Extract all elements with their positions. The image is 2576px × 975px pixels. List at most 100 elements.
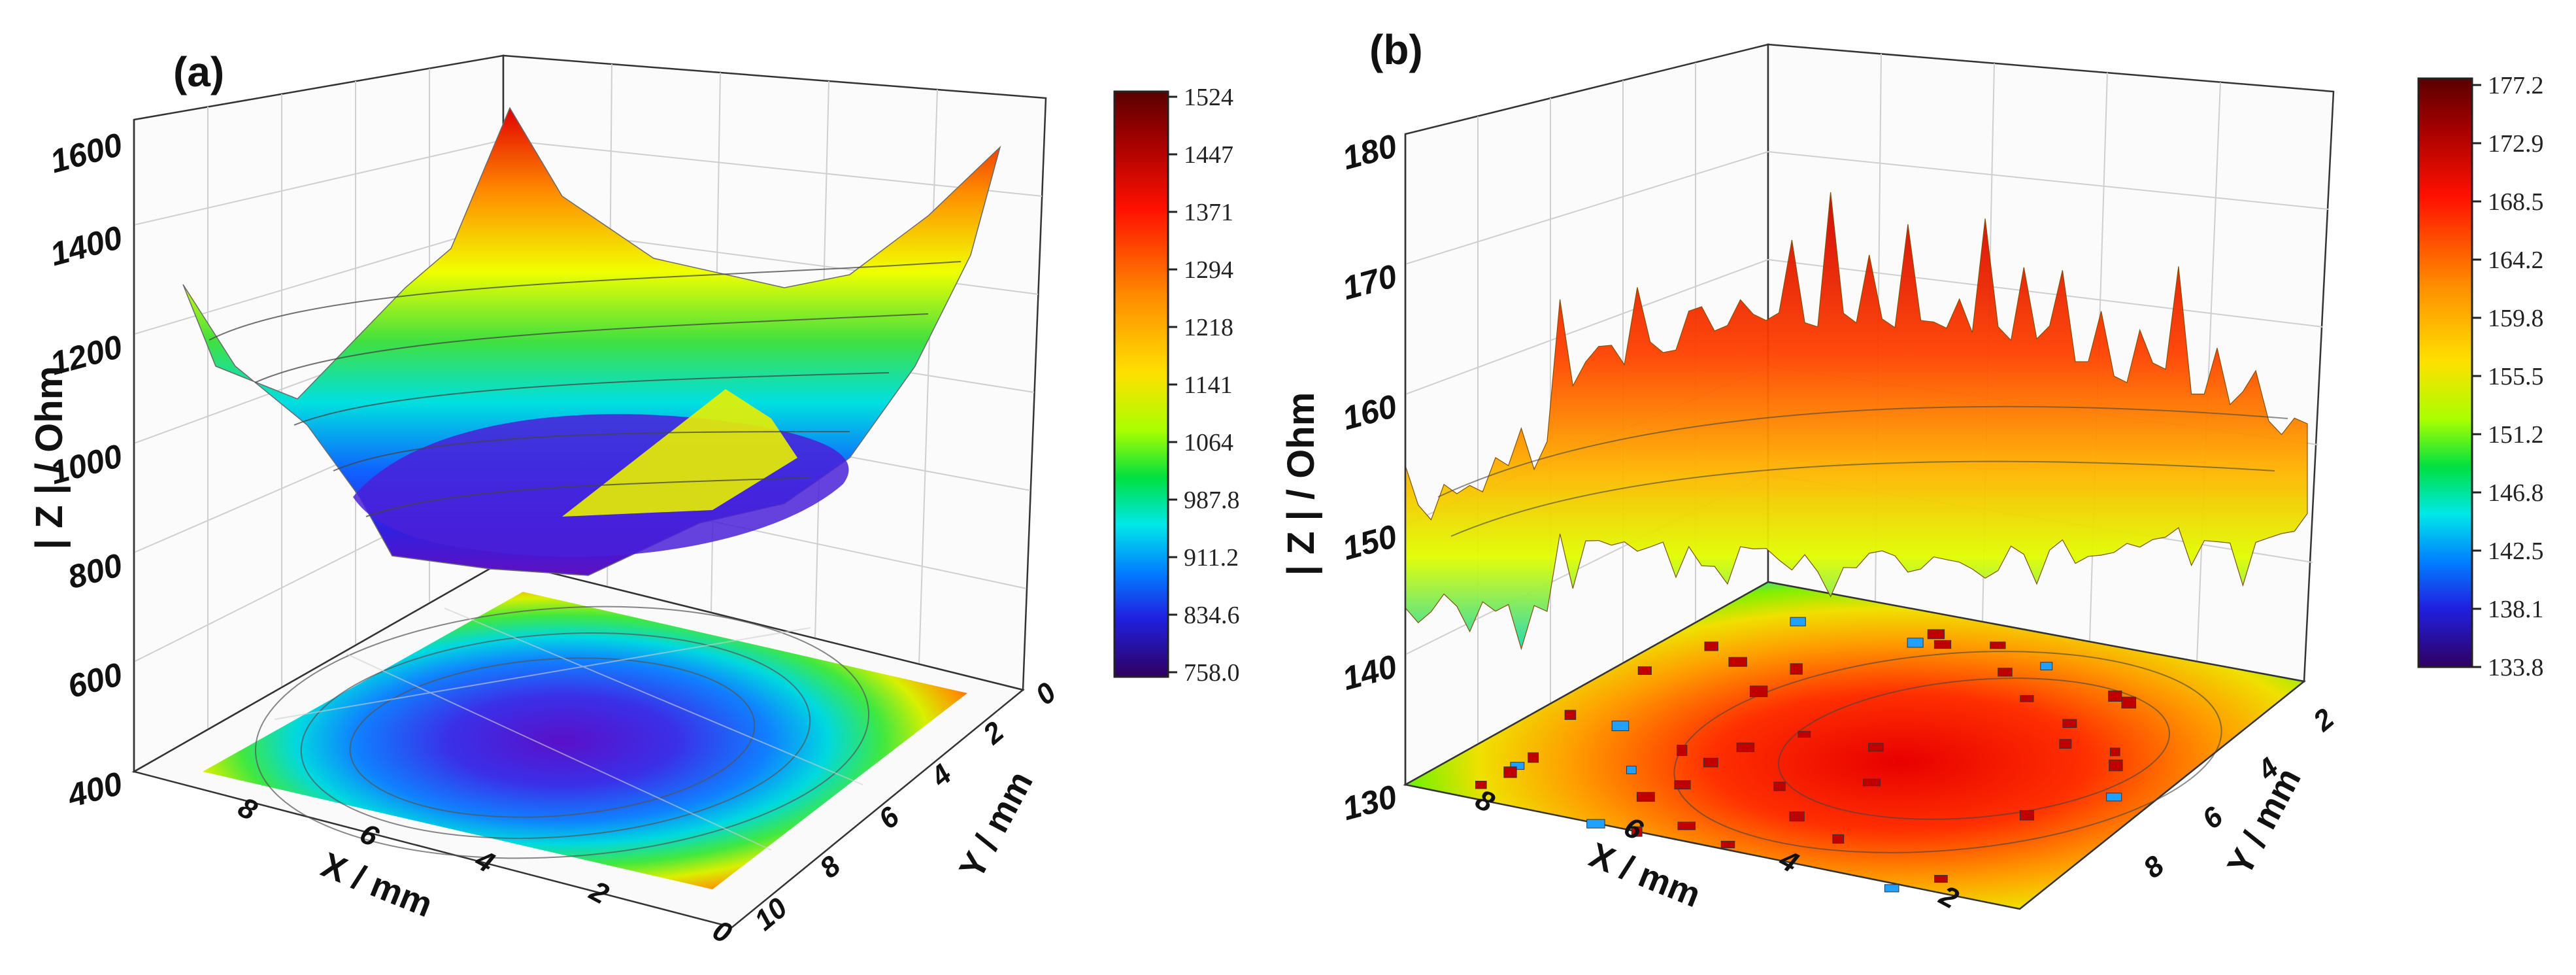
contour-speck — [1720, 840, 1735, 849]
contour-speck — [1704, 641, 1718, 651]
contour-speck — [2062, 719, 2077, 728]
z-tick: 600 — [64, 655, 126, 705]
panel-a-floor — [131, 560, 1025, 929]
contour-speck — [1636, 792, 1655, 802]
y-tick: 8 — [2137, 849, 2171, 885]
panel-b-x-label: X / mm — [1584, 835, 1706, 915]
colorbar-tick-label: 159.8 — [2488, 305, 2544, 332]
panel-b-z-label: | Z | / Ohm — [1280, 392, 1322, 576]
z-tick: 150 — [1339, 517, 1401, 567]
panel-a-label: (a) — [173, 48, 224, 95]
colorbar-tick-label: 168.5 — [2488, 188, 2544, 216]
colorbar-tick-label: 151.2 — [2488, 421, 2544, 449]
contour-speck — [1749, 685, 1768, 698]
panel-a: (a) — [28, 48, 1240, 950]
contour-speck — [1798, 730, 1811, 738]
z-tick: 130 — [1339, 778, 1401, 827]
contour-speck — [1631, 826, 1643, 837]
colorbar-tick-label: 1447 — [1184, 141, 1233, 169]
z-tick: 1600 — [46, 126, 126, 180]
colorbar-tick-label: 1524 — [1184, 84, 1233, 111]
contour-speck — [1832, 834, 1845, 844]
contour-speck — [2059, 739, 2072, 749]
panel-a-y-label: Y / mm — [952, 765, 1041, 885]
contour-speck — [2108, 691, 2122, 702]
colorbar-tick-label: 1294 — [1184, 256, 1233, 284]
contour-speck — [2019, 810, 2034, 821]
panel-b-y-label: Y / mm — [2220, 762, 2309, 882]
contour-speck — [1927, 629, 1945, 640]
y-tick: 0 — [1029, 676, 1063, 711]
contour-speck — [1510, 762, 1525, 770]
colorbar-tick-label: 142.5 — [2488, 538, 2544, 565]
contour-speck — [2106, 793, 2122, 802]
contour-speck — [1637, 666, 1652, 676]
colorbar-tick-label: 758.0 — [1184, 659, 1240, 687]
colorbar-tick-label: 834.6 — [1184, 602, 1240, 629]
y-tick: 6 — [2196, 800, 2230, 836]
contour-speck — [1790, 617, 1806, 626]
contour-speck — [1728, 657, 1747, 667]
panel-b-colorbar: 177.2 172.9 168.5 164.2 159.8 155.5 151.2 146.8… — [2417, 72, 2544, 681]
contour-speck — [2109, 747, 2120, 757]
contour-speck — [1626, 766, 1637, 774]
contour-speck — [1868, 743, 1884, 752]
contour-speck — [1736, 742, 1755, 753]
z-tick: 400 — [63, 764, 126, 814]
colorbar-tick-label: 1064 — [1184, 429, 1233, 456]
colorbar-tick-label: 1371 — [1184, 199, 1233, 226]
contour-speck — [1990, 641, 2006, 649]
contour-speck — [1934, 875, 1948, 883]
colorbar-tick-label: 1141 — [1184, 371, 1233, 399]
z-tick: 1400 — [46, 218, 126, 273]
contour-speck — [1773, 781, 1786, 791]
panel-b-contour-map — [1403, 581, 2306, 910]
panel-a-z-axis: 400 600 800 1000 1200 1400 1600 | Z | / … — [28, 120, 135, 814]
colorbar-tick-label: 155.5 — [2488, 363, 2544, 390]
y-tick: 2 — [2307, 702, 2340, 738]
contour-speck — [1677, 821, 1696, 830]
colorbar-scale — [1113, 90, 1169, 678]
contour-speck — [1677, 744, 1688, 757]
contour-speck — [1503, 766, 1517, 778]
contour-speck — [1933, 640, 1952, 649]
colorbar-tick-label: 172.9 — [2488, 130, 2544, 158]
contour-speck — [1564, 710, 1577, 720]
contour-speck — [1863, 778, 1881, 787]
z-tick: 160 — [1339, 387, 1401, 437]
z-tick: 800 — [64, 546, 126, 596]
panel-b: (b) — [1280, 26, 2544, 915]
colorbar-tick-label: 987.8 — [1184, 487, 1240, 514]
z-tick: 140 — [1339, 647, 1401, 697]
panel-a-z-label: | Z | / Ohm — [28, 366, 71, 550]
colorbar-tick-label: 146.8 — [2488, 479, 2544, 507]
contour-speck — [2020, 695, 2034, 702]
contour-speck — [2121, 696, 2137, 709]
colorbar-tick-label: 138.1 — [2488, 596, 2544, 623]
colorbar-tick-label: 911.2 — [1184, 544, 1239, 572]
contour-speck — [1907, 638, 1924, 648]
contour-speck — [1475, 781, 1487, 789]
colorbar-scale — [2417, 77, 2473, 668]
contour-speck — [1586, 819, 1605, 829]
panel-a-surface — [182, 107, 1001, 576]
colorbar-tick-label: 164.2 — [2488, 247, 2544, 274]
colorbar-tick-label: 133.8 — [2488, 654, 2544, 681]
colorbar-tick-label: 177.2 — [2488, 72, 2544, 99]
z-tick: 170 — [1339, 257, 1401, 307]
contour-speck — [1674, 780, 1691, 790]
contour-speck — [1789, 811, 1805, 822]
colorbar-tick-label: 1218 — [1184, 314, 1233, 341]
contour-speck — [1611, 721, 1630, 732]
panel-b-spiky-surface — [1405, 192, 2308, 651]
contour-speck — [1703, 757, 1718, 768]
contour-speck — [2040, 662, 2053, 671]
panel-b-floor — [1403, 581, 2306, 910]
contour-speck — [1790, 663, 1803, 675]
panel-a-colorbar: 1524 1447 1371 1294 1218 1141 1064 987.8 911.2 83… — [1113, 84, 1240, 687]
contour-speck — [1884, 884, 1899, 893]
panel-a-x-label: X / mm — [316, 845, 438, 925]
z-tick: 180 — [1339, 127, 1401, 177]
panel-b-label: (b) — [1369, 26, 1423, 73]
